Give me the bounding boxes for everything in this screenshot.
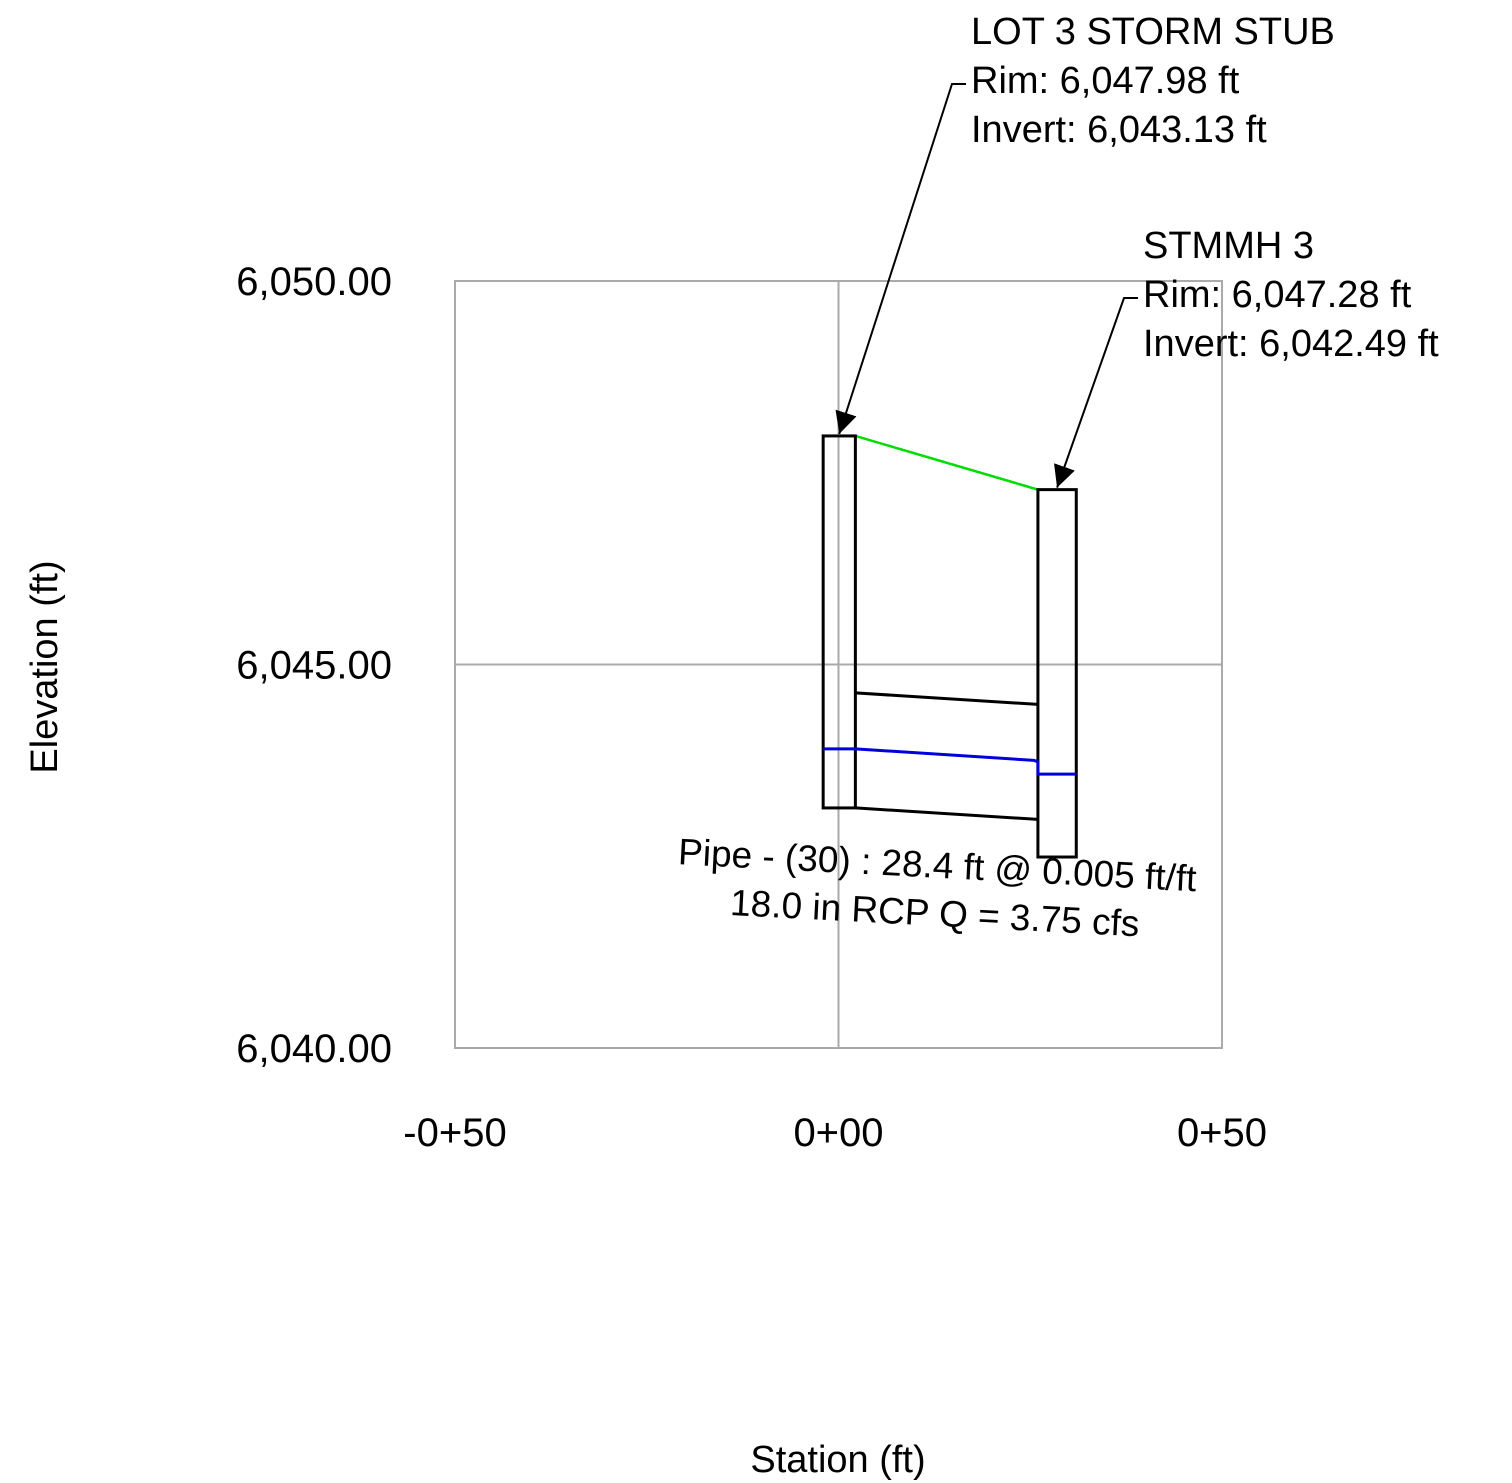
hgl-line <box>823 747 1077 776</box>
y-tick-label: 6,045.00 <box>236 644 392 688</box>
structure-callouts: LOT 3 STORM STUB Rim: 6,047.98 ft Invert: … <box>835 11 1439 488</box>
ground-line <box>855 434 1039 491</box>
tick-labels: -0+50 0+00 0+50 6,050.00 6,045.00 6,040.00 <box>236 260 1267 1155</box>
pipe-profile <box>855 691 1039 821</box>
y-axis-title: Elevation (ft) <box>24 560 66 773</box>
structures <box>821 434 1078 859</box>
structure-name-2: STMMH 3 <box>1143 225 1314 267</box>
y-tick-label: 6,040.00 <box>236 1027 392 1071</box>
structure-box-2 <box>1036 488 1078 859</box>
structure-rim-2: Rim: 6,047.28 ft <box>1143 274 1412 316</box>
pipe-label-group: Pipe - (30) : 28.4 ft @ 0.005 ft/ft18.0 … <box>677 831 1198 944</box>
y-tick-label: 6,050.00 <box>236 260 392 304</box>
ground-profile <box>855 434 1039 491</box>
structure-box-1 <box>821 434 857 810</box>
x-tick-label: 0+00 <box>793 1111 883 1155</box>
structure-invert-1: Invert: 6,043.13 ft <box>971 109 1267 151</box>
pipe-crown-line <box>855 691 1039 706</box>
x-tick-label: 0+50 <box>1177 1111 1267 1155</box>
callout-leader-2 <box>1054 297 1138 488</box>
grid <box>454 280 1223 1049</box>
structure-name-1: LOT 3 STORM STUB <box>971 11 1335 53</box>
structure-rim-1: Rim: 6,047.98 ft <box>971 60 1240 102</box>
structure-invert-2: Invert: 6,042.49 ft <box>1143 323 1439 365</box>
hydraulic-grade-line <box>823 747 1077 776</box>
pipe-label: Pipe - (30) : 28.4 ft @ 0.005 ft/ft18.0 … <box>677 831 1198 944</box>
callout-leader-1 <box>835 83 966 435</box>
pipe-invert-line <box>855 806 1039 821</box>
x-tick-label: -0+50 <box>403 1111 506 1155</box>
x-axis-title: Station (ft) <box>750 1439 925 1481</box>
